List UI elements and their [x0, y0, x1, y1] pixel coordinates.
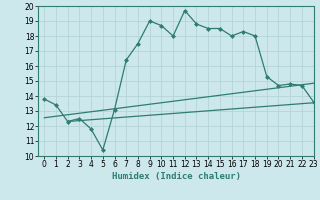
X-axis label: Humidex (Indice chaleur): Humidex (Indice chaleur)	[111, 172, 241, 181]
